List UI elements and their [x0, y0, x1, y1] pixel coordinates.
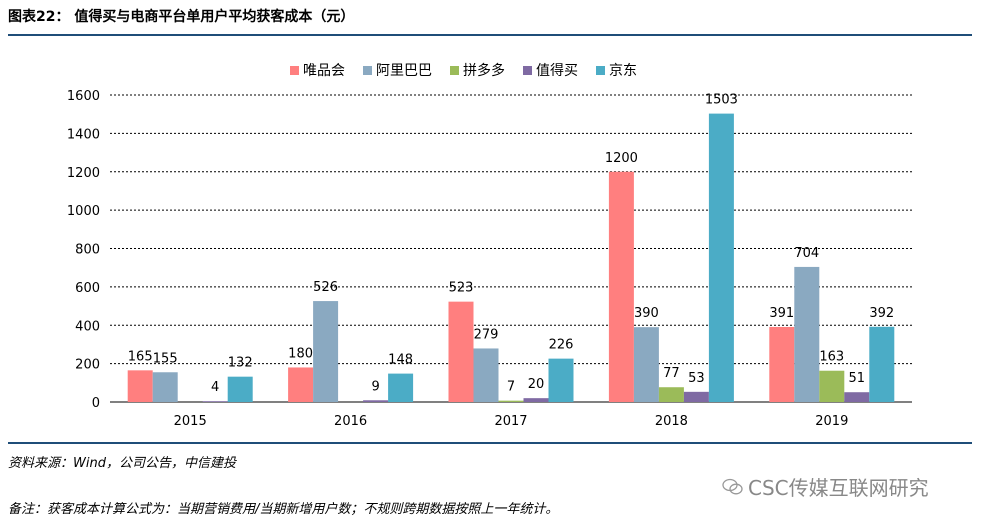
legend-label: 值得买 [536, 63, 578, 79]
x-tick-label: 2018 [655, 414, 688, 429]
bar [844, 392, 870, 402]
data-label: 391 [769, 306, 794, 321]
data-label: 9 [371, 379, 379, 394]
bar [498, 400, 524, 402]
bar [202, 401, 228, 402]
bar [819, 370, 845, 402]
legend-swatch [596, 65, 605, 75]
data-label: 4 [211, 380, 219, 395]
wechat-icon [722, 478, 743, 494]
x-tick-label: 2015 [174, 414, 207, 429]
formula-note: 备注：获客成本计算公式为：当期营销费用/当期新增用户数；不规则跨期数据按照上一年… [8, 502, 559, 517]
y-tick-label: 800 [75, 243, 100, 258]
legend-swatch [523, 65, 532, 75]
y-tick-label: 200 [75, 358, 100, 373]
y-tick-label: 400 [75, 319, 100, 334]
bar [473, 348, 499, 402]
x-tick-label: 2016 [334, 414, 367, 429]
data-label: 1200 [605, 151, 638, 166]
title-rule [8, 34, 972, 36]
data-label: 53 [688, 371, 705, 386]
data-label: 165 [128, 349, 153, 364]
data-label: 132 [228, 356, 253, 371]
data-label: 20 [528, 377, 545, 392]
legend-swatch [290, 65, 299, 75]
bar [869, 326, 895, 402]
bar [608, 171, 634, 402]
bar [288, 367, 314, 402]
legend-label: 京东 [609, 63, 637, 79]
data-label: 279 [474, 327, 499, 342]
bar [127, 370, 153, 402]
bar [363, 400, 389, 402]
x-tick-label: 2019 [815, 414, 848, 429]
bar [548, 358, 574, 402]
legend-swatch [363, 65, 372, 75]
legend-label: 阿里巴巴 [376, 63, 432, 79]
legend-label: 拼多多 [463, 63, 505, 79]
data-label: 148 [388, 353, 413, 368]
legend-item: 阿里巴巴 [363, 60, 432, 80]
watermark: CSC传媒互联网研究 [722, 472, 929, 501]
chart-legend: 唯品会 阿里巴巴 拼多多 值得买 京东 [290, 60, 637, 80]
bar [708, 113, 734, 402]
footer-rule [8, 442, 972, 444]
bar [523, 398, 549, 402]
bar [683, 391, 709, 402]
bar [313, 301, 339, 402]
y-tick-label: 0 [92, 396, 100, 411]
legend-item: 值得买 [523, 60, 578, 80]
bar [769, 326, 795, 402]
bar [227, 376, 253, 402]
y-tick-label: 1400 [67, 127, 100, 142]
bar [448, 301, 474, 402]
data-label: 226 [549, 338, 574, 353]
data-label: 392 [869, 306, 894, 321]
source-note: 资料来源：Wind，公司公告，中信建投 [8, 456, 236, 471]
data-label: 390 [634, 306, 659, 321]
data-label: 180 [288, 346, 313, 361]
legend-item: 唯品会 [290, 60, 345, 80]
legend-swatch [450, 65, 459, 75]
data-label: 704 [794, 246, 819, 261]
data-label: 1503 [705, 93, 738, 108]
y-tick-label: 1600 [67, 89, 100, 104]
data-label: 163 [819, 350, 844, 365]
legend-label: 唯品会 [303, 63, 345, 79]
data-label: 155 [153, 351, 178, 366]
y-tick-label: 1200 [67, 166, 100, 181]
y-tick-label: 1000 [67, 204, 100, 219]
data-label: 7 [507, 380, 515, 395]
y-tick-label: 600 [75, 281, 100, 296]
legend-item: 京东 [596, 60, 637, 80]
watermark-text: CSC传媒互联网研究 [748, 476, 929, 500]
data-label: 77 [663, 366, 680, 381]
figure-title: 图表22： 值得买与电商平台单用户平均获客成本（元） [8, 9, 355, 25]
bar [388, 373, 414, 402]
legend-item: 拼多多 [450, 60, 505, 80]
bar [633, 327, 659, 402]
bar [794, 266, 820, 402]
bar [658, 387, 684, 402]
x-tick-label: 2017 [494, 414, 527, 429]
data-label: 526 [313, 280, 338, 295]
data-label: 523 [449, 281, 474, 296]
bar [152, 372, 178, 402]
data-label: 51 [849, 371, 866, 386]
